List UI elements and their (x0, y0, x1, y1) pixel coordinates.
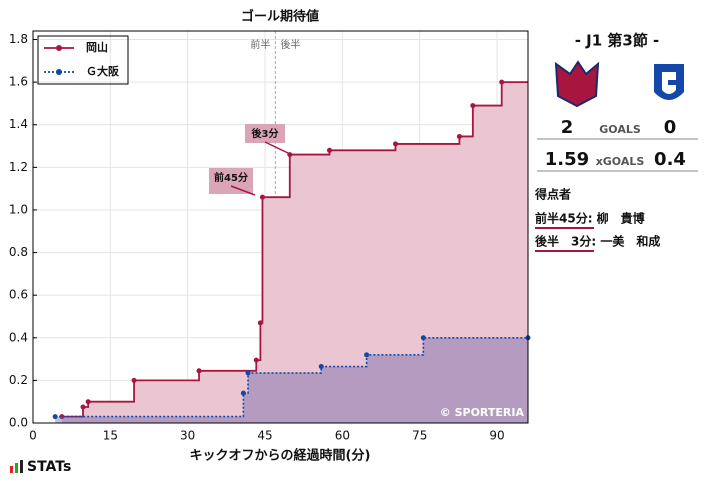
away-logo (654, 64, 684, 100)
brand-logo: STATs (10, 459, 71, 475)
y-tick-label: 1.6 (9, 75, 28, 89)
point (392, 141, 398, 147)
logo-bar (10, 466, 13, 473)
logo-bar (15, 463, 18, 473)
x-tick-label: 45 (257, 429, 272, 443)
x-tick-label: 75 (412, 429, 427, 443)
area (55, 337, 528, 423)
point (253, 357, 259, 363)
credit: © SPORTERIA (440, 406, 525, 419)
y-tick-label: 0.0 (9, 416, 28, 430)
logo-shape (668, 80, 676, 85)
point (326, 147, 332, 153)
point (259, 194, 265, 200)
y-tick-label: 0.6 (9, 288, 28, 302)
annotation-pointer (264, 141, 289, 154)
scorer: 前半45分: 柳 貴博 (535, 211, 645, 226)
goals-label: GOALS (599, 123, 641, 136)
frame (32, 30, 529, 424)
xg-label: xGOALS (596, 155, 645, 168)
x-tick-label: 30 (180, 429, 195, 443)
legend-marker (56, 45, 62, 51)
halftime-label: 前半 (250, 38, 270, 51)
point (499, 79, 505, 85)
point (240, 390, 246, 396)
logo-shape (554, 60, 600, 108)
point (59, 414, 65, 420)
point (245, 370, 251, 376)
point (364, 352, 370, 358)
y-tick-label: 0.4 (9, 330, 28, 344)
legend-label: 岡山 (86, 40, 108, 54)
annotation-box (245, 124, 285, 143)
annotation-box (209, 168, 253, 194)
away-goals: 0 (664, 117, 677, 138)
point (287, 152, 293, 158)
x-tick-label: 60 (335, 429, 350, 443)
annotation-pointer (230, 185, 256, 196)
legend-marker (56, 69, 62, 75)
legend-label: Ｇ大阪 (86, 64, 120, 78)
annotation: 後3分 (252, 127, 279, 140)
annotation: 前45分 (214, 171, 248, 184)
point (318, 364, 324, 370)
step-line (55, 336, 528, 418)
halftime-label: 後半 (280, 38, 300, 51)
chart-title: ゴール期待値 (241, 9, 319, 25)
x-tick-label: 90 (489, 429, 504, 443)
x-axis-label: キックオフからの経過時間(分) (190, 448, 371, 464)
brand-text: STATs (27, 459, 71, 475)
point (80, 404, 86, 410)
round: - J1 第3節 - (575, 32, 660, 50)
y-tick-label: 0.2 (9, 373, 28, 387)
scorer: 後半 3分: 一美 和成 (535, 234, 660, 249)
point (196, 368, 202, 374)
point (257, 320, 263, 326)
point (456, 133, 462, 139)
away-xg: 0.4 (654, 149, 686, 170)
point (85, 399, 91, 405)
legend-box (37, 35, 129, 85)
area (61, 82, 528, 423)
x-tick-label: 15 (103, 429, 118, 443)
point (131, 377, 137, 383)
home-xg: 1.59 (545, 149, 589, 170)
point (52, 414, 58, 420)
y-tick-label: 1.0 (9, 202, 28, 216)
y-tick-label: 1.4 (9, 117, 28, 131)
y-tick-label: 1.2 (9, 160, 28, 174)
logo-bar (20, 460, 23, 473)
point (420, 335, 426, 341)
x-tick-label: 0 (29, 429, 37, 443)
plot: 0.0 0.2 0.4 0.6 0.8 1.0 1.2 1.4 1.6 1.8 0 15 30 45 60 7… (9, 30, 531, 443)
home-goals: 2 (561, 117, 574, 138)
step-line (61, 81, 528, 418)
y-tick-label: 1.8 (9, 32, 28, 46)
y-tick-label: 0.8 (9, 245, 28, 259)
home-logo (554, 60, 600, 108)
point (470, 103, 476, 109)
scorers-title: 得点者 (534, 187, 571, 202)
